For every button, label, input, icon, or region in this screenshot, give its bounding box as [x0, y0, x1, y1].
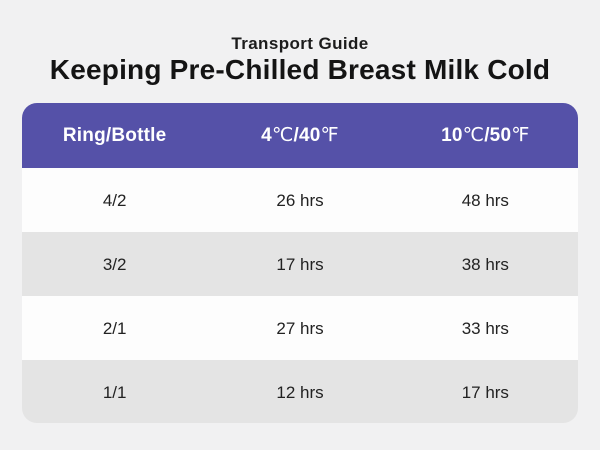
hours-at-4c: 12 hrs — [276, 382, 324, 402]
ring-bottle-value: 1/1 — [102, 382, 127, 402]
hours-at-10c: 33 hrs — [461, 318, 509, 338]
page-title: Keeping Pre-Chilled Breast Milk Cold — [49, 54, 551, 85]
subtitle: Transport Guide — [231, 34, 369, 53]
transport-guide-table: Ring/Bottle 4℃/40℉ 10℃/50℉ 4/2 26 hrs 48… — [22, 103, 578, 423]
ring-bottle-value: 3/2 — [102, 254, 127, 274]
table-header-row: Ring/Bottle 4℃/40℉ 10℃/50℉ — [22, 103, 578, 168]
column-header-ring-bottle: Ring/Bottle — [62, 125, 167, 146]
ring-bottle-value: 2/1 — [102, 318, 127, 338]
ring-bottle-value: 4/2 — [102, 190, 127, 210]
hours-at-10c: 48 hrs — [461, 190, 509, 210]
column-header-10c-50f: 10℃/50℉ — [441, 125, 530, 146]
hours-at-4c: 17 hrs — [276, 254, 324, 274]
hours-at-10c: 38 hrs — [461, 254, 509, 274]
hours-at-10c: 17 hrs — [461, 382, 509, 402]
table-row: 4/2 26 hrs 48 hrs — [22, 168, 578, 232]
column-header-4c-40f: 4℃/40℉ — [261, 125, 339, 146]
hours-at-4c: 27 hrs — [276, 318, 324, 338]
table-row: 2/1 27 hrs 33 hrs — [22, 296, 578, 360]
table-row: 3/2 17 hrs 38 hrs — [22, 232, 578, 296]
hours-at-4c: 26 hrs — [276, 190, 324, 210]
table-row: 1/1 12 hrs 17 hrs — [22, 360, 578, 423]
